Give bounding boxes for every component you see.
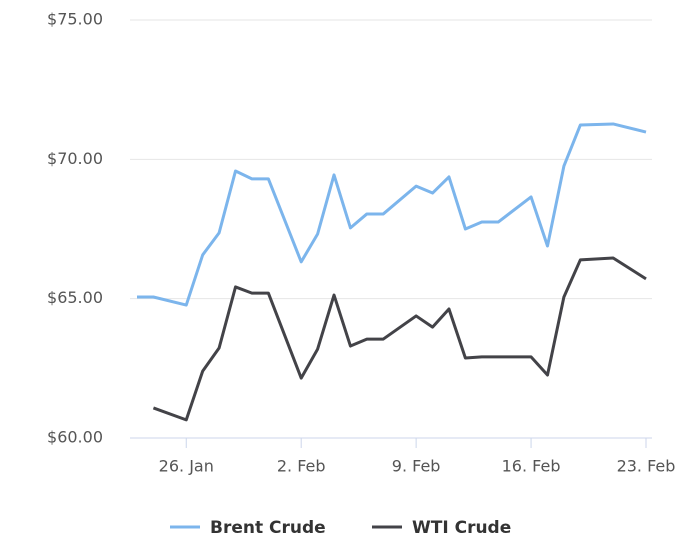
x-tick-label: 16. Feb xyxy=(502,457,561,476)
legend-text: Brent Crude xyxy=(210,518,326,538)
y-tick-label: $70.00 xyxy=(47,149,103,168)
legend-text: WTI Crude xyxy=(412,518,511,538)
x-tick-label: 2. Feb xyxy=(277,457,326,476)
y-tick-label: $75.00 xyxy=(47,10,103,29)
y-tick-label: $65.00 xyxy=(47,288,103,307)
y-tick-label: $60.00 xyxy=(47,428,103,447)
series-line xyxy=(137,122,647,307)
x-tick-label: 9. Feb xyxy=(392,457,441,476)
x-tick-label: 23. Feb xyxy=(617,457,676,476)
series-line xyxy=(152,256,647,422)
x-tick-label: 26. Jan xyxy=(159,457,214,476)
